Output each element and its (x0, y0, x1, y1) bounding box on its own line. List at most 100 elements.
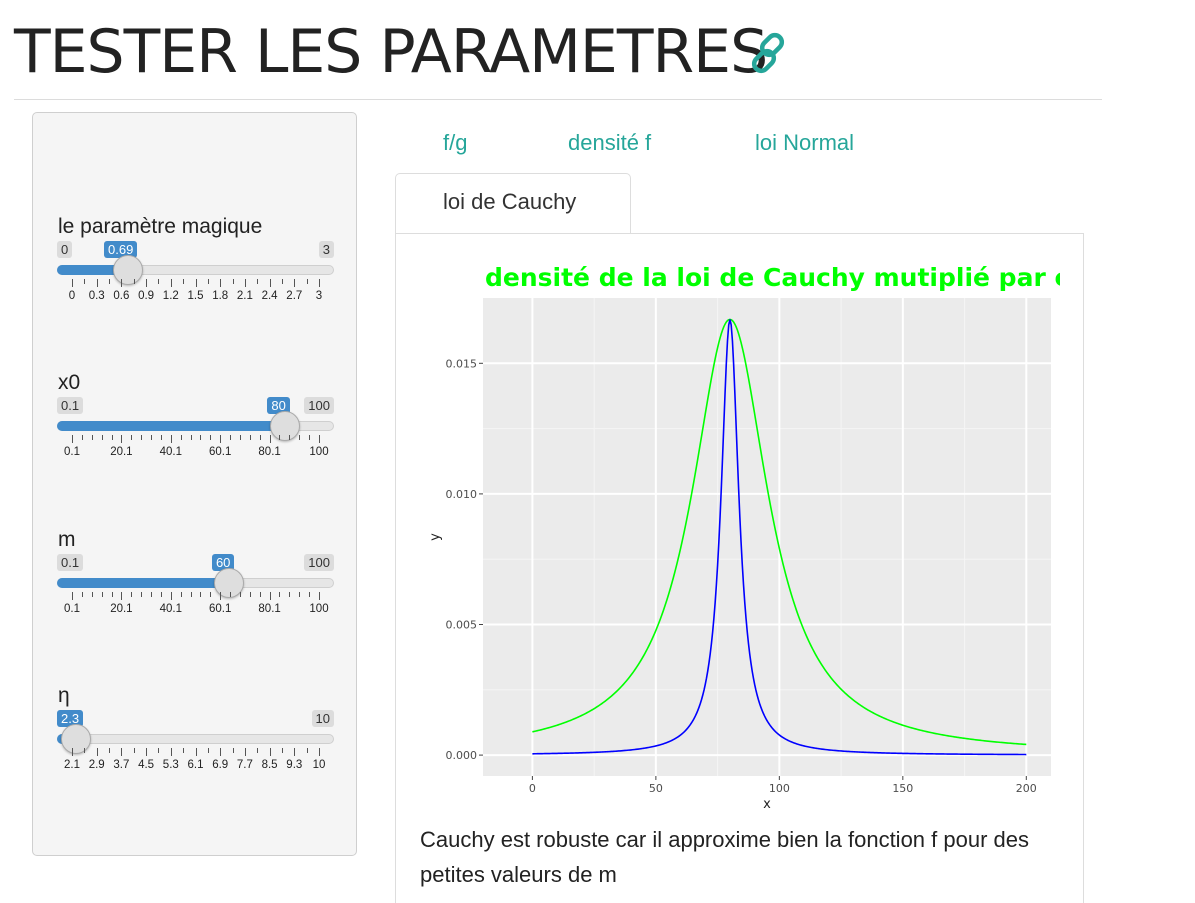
slider-tick (160, 592, 162, 597)
slider-tick (220, 435, 222, 443)
slider-value-label: 2.3 (57, 710, 84, 727)
slider-tick (220, 592, 222, 600)
slider-tick (259, 592, 261, 597)
slider-value-label: 60 (211, 554, 235, 571)
slider-tick (72, 435, 73, 443)
slider-tick-label: 100 (309, 446, 329, 458)
slider-ticks: 0.1 20.1 40.1 60.1 80.1 100 (57, 592, 334, 615)
slider-tick (190, 592, 192, 597)
slider-label: η (58, 684, 70, 707)
slider-tick (200, 435, 202, 440)
slider-tick-label: 40.1 (159, 446, 182, 458)
slider-tick (294, 748, 296, 756)
slider-value-label: 0.69 (104, 241, 138, 258)
slider-tick (230, 592, 232, 597)
slider-tick (101, 435, 103, 440)
slider-track[interactable] (57, 734, 334, 744)
tab-loi-de-cauchy[interactable]: loi de Cauchy (395, 173, 631, 234)
slider-tick-label: 7.7 (236, 759, 253, 771)
slider-tick (269, 279, 271, 287)
slider-tick (72, 592, 73, 600)
slider-tick (170, 592, 172, 600)
slider-tick (232, 279, 234, 284)
slider-label: x0 (58, 371, 81, 394)
tab-f-over-g[interactable]: f/g (443, 130, 468, 155)
slider-fill (57, 578, 224, 588)
slider-tick (299, 435, 301, 440)
slider-tick-label: 80.1 (258, 603, 281, 615)
slider-tick (133, 279, 135, 284)
slider-tick (84, 279, 86, 284)
link-icon[interactable] (748, 31, 792, 75)
slider-tick (230, 435, 232, 440)
slider-tick-label: 6.1 (187, 759, 204, 771)
slider-tick (121, 748, 123, 756)
series-line-1 (532, 318, 1027, 746)
slider-tick (170, 435, 172, 443)
slider-tick-label: 2.9 (88, 759, 105, 771)
slider-max-label: 3 (318, 241, 334, 258)
slider-tick (319, 435, 320, 443)
series-line-2 (532, 319, 1027, 756)
x-tick-label: 50 (649, 782, 663, 795)
slider-tick (200, 592, 202, 597)
slider-handle[interactable] (214, 568, 245, 598)
title-divider (14, 99, 1102, 100)
slider-handle[interactable] (61, 724, 91, 754)
slider-tick (210, 592, 212, 597)
slider-tick (160, 435, 162, 440)
slider-tick (207, 279, 209, 284)
slider-tick (244, 279, 246, 287)
slider-tick (309, 592, 311, 597)
slider-ticks: 0 0.3 0.6 0.9 1.2 1.5 1.8 2.1 2.4 2.7 3 (57, 279, 334, 302)
slider-max-label: 10 (311, 710, 334, 727)
slider-tick (91, 435, 93, 440)
slider-min-label: 0 (57, 241, 73, 258)
slider-tick (281, 279, 283, 284)
slider-tick (180, 435, 182, 440)
slider-tick (319, 279, 320, 287)
slider-tick (72, 748, 73, 756)
slider-ticks: 0.1 20.1 40.1 60.1 80.1 100 (57, 435, 334, 458)
slider-tick (279, 435, 281, 440)
slider-tick-label: 1.8 (212, 290, 229, 302)
slider-min-label: 0.1 (57, 554, 84, 571)
slider-handle[interactable] (112, 255, 143, 285)
slider-value-label: 80 (267, 397, 290, 414)
slider-tick (309, 435, 311, 440)
tab-loi-normal[interactable]: loi Normal (755, 130, 855, 155)
slider-tick-label: 5.3 (162, 759, 179, 771)
slider-tick (131, 435, 133, 440)
slider-tick (220, 748, 222, 756)
slider-tick-label: 1.5 (187, 290, 204, 302)
slider-tick (170, 279, 172, 287)
slider-tick-label: 40.1 (159, 603, 182, 615)
y-tick-label: 0.015 (446, 357, 478, 370)
slider-tick (101, 592, 103, 597)
slider-tick (289, 592, 291, 597)
x-tick-label: 200 (1016, 782, 1037, 795)
x-tick-label: 100 (769, 782, 790, 795)
slider-fill (57, 421, 279, 431)
slider-tick (207, 748, 209, 753)
slider-tick-label: 0.1 (64, 446, 80, 458)
slider-tick (121, 435, 123, 443)
slider-tick-label: 0.3 (88, 290, 105, 302)
slider-tick-label: 100 (309, 603, 329, 615)
tab-densite-f[interactable]: densité f (568, 130, 652, 155)
slider-tick-label: 20.1 (110, 446, 133, 458)
slider-tick-label: 2.1 (64, 759, 80, 771)
slider-handle[interactable] (269, 411, 300, 441)
slider-tick (269, 748, 271, 756)
slider-tick (109, 748, 111, 753)
slider-tick (244, 748, 246, 756)
slider-tick (183, 279, 185, 284)
slider-label: le paramètre magique (58, 215, 263, 238)
chart-caption: Cauchy est robuste car il approxime bien… (420, 827, 1029, 887)
slider-ticks: 2.1 2.9 3.7 4.5 5.3 6.1 6.9 7.7 8.5 9.3 10 (57, 748, 334, 771)
slider-eta: η 10 2.3 2.1 2.9 3.7 4.5 5.3 6.1 6.9 7.7 8.5 9.3 10 (57, 684, 334, 814)
slider-tick-label: 80.1 (258, 446, 281, 458)
slider-max-label: 100 (304, 554, 334, 571)
slider-tick (141, 592, 143, 597)
slider-tick (279, 592, 281, 597)
